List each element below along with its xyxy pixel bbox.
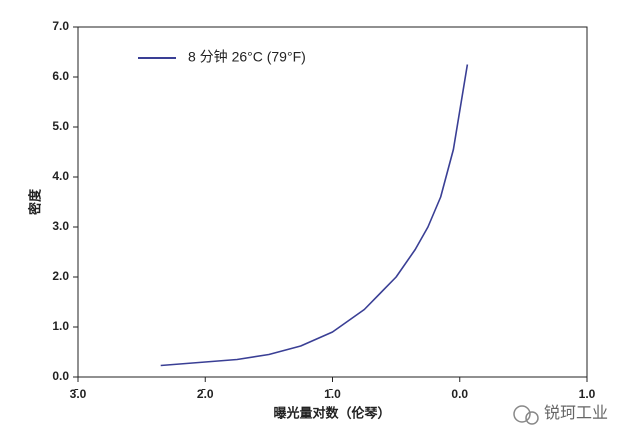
y-tick-label: 6.0 [52,69,69,83]
y-tick-label: 5.0 [52,119,69,133]
y-tick-label: 4.0 [52,169,69,183]
x-tick-label: 2̄.0 [197,387,214,401]
x-tick-label: 1.0 [579,387,596,401]
data-line [160,64,469,367]
x-tick-label: 0.0 [451,387,468,401]
plot-frame [77,26,588,378]
y-tick-label: 0.0 [52,369,69,383]
y-tick-label: 7.0 [52,19,69,33]
y-tick-label: 3.0 [52,219,69,233]
legend-label: 8 分钟 26°C (79°F) [188,49,306,65]
x-axis-label: 曝光量对数（伦琴） [273,405,390,420]
y-tick-label: 2.0 [52,269,69,283]
x-tick-label: 1̄.0 [324,387,341,401]
watermark: 锐珂工业 [544,404,608,422]
watermark-icon [513,405,539,425]
y-axis-label: 密度 [27,188,42,216]
y-tick-label: 1.0 [52,319,69,333]
x-tick-label: 3̄.0 [70,387,87,401]
